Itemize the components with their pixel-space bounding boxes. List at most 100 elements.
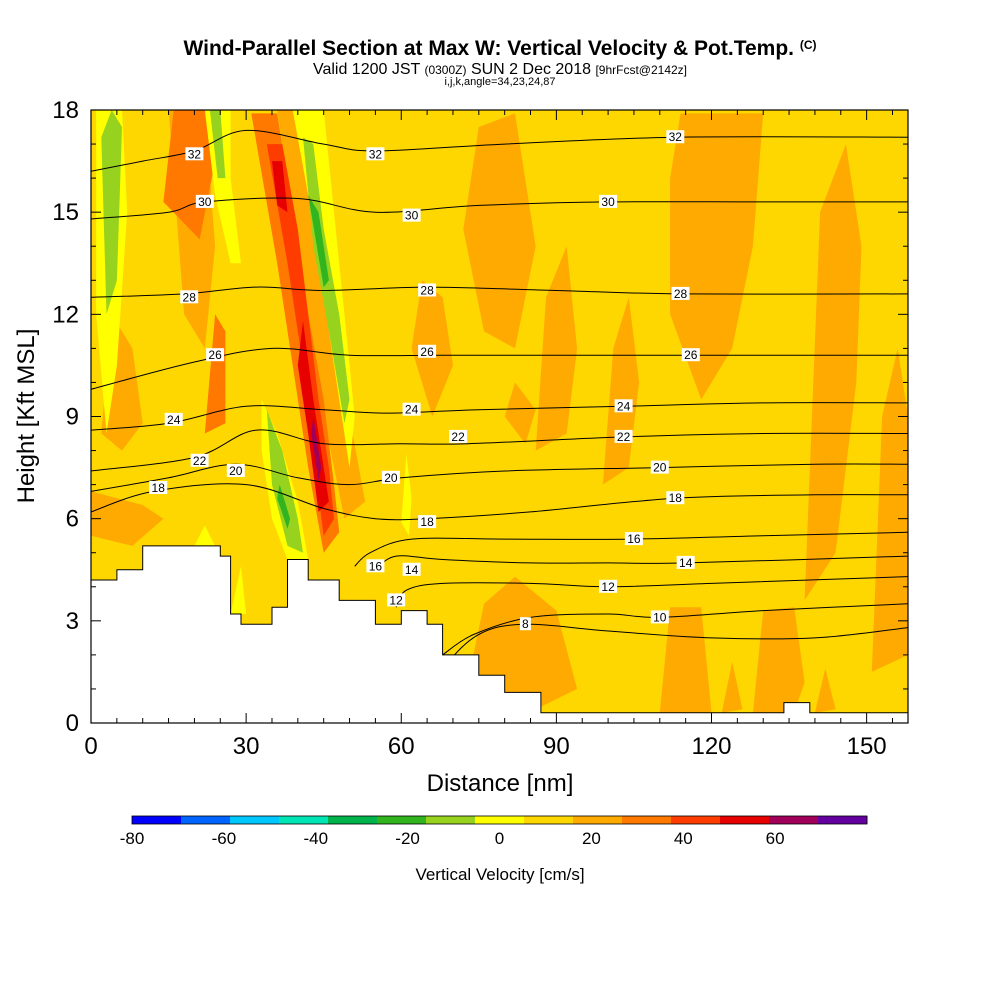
contour-label-8: 24 [617, 399, 631, 413]
w-region-28 [204, 110, 241, 264]
contour-label-24: 22 [451, 430, 465, 444]
x-tick-label-60: 60 [388, 733, 415, 760]
contour-label-13: 32 [188, 147, 202, 161]
contour-label-6: 20 [653, 461, 667, 475]
colorbar-tick--60: -60 [212, 829, 237, 848]
w-region-2 [804, 144, 862, 601]
colorbar-border [131, 815, 868, 825]
contour-label-bg-16 [402, 208, 421, 222]
contour-label-bg-26 [381, 470, 400, 484]
contour-label-30: 14 [405, 563, 419, 577]
x-tick-label-150: 150 [847, 733, 887, 760]
colorbar-swatch-10 [622, 816, 672, 824]
contour-label-bg-3 [676, 555, 695, 569]
colorbar-swatch-12 [720, 816, 770, 824]
contour-label-11: 30 [601, 195, 615, 209]
colorbar-swatch-3 [279, 816, 329, 824]
theta-contour-16 [354, 531, 908, 567]
y-tick-label-18: 18 [52, 97, 79, 124]
colorbar-tick-60: 60 [766, 829, 785, 848]
contour-label-18: 28 [420, 284, 434, 298]
y-tick-label-12: 12 [52, 301, 79, 328]
chart-subtitle: Valid 1200 JST (0300Z) SUN 2 Dec 2018 [9… [312, 61, 688, 78]
colorbar-swatch-6 [426, 816, 476, 824]
contour-label-bg-12 [666, 130, 685, 144]
contour-label-28: 18 [420, 515, 434, 529]
theta-contour-12 [395, 576, 908, 608]
axes: 0 30 60 90 120 150 0 3 6 9 12 15 18 Distance [nm] Heig… [13, 97, 908, 797]
colorbar-swatch-9 [573, 816, 623, 824]
w-region-11 [504, 382, 536, 444]
contour-label-22: 24 [405, 403, 419, 417]
x-tick-label-0: 0 [84, 733, 97, 760]
contour-label-bg-25 [226, 464, 245, 477]
y-tick-label-9: 9 [66, 404, 79, 431]
contour-label-19: 26 [208, 348, 222, 362]
contour-label-bg-0 [519, 617, 531, 631]
contour-label-bg-24 [449, 429, 468, 443]
w-region-5 [535, 246, 578, 451]
theta-contour-26 [91, 347, 908, 390]
y-axis-label: Height [Kft MSL] [13, 329, 40, 504]
contour-label-bg-21 [164, 412, 183, 426]
w-region-32 [101, 110, 122, 315]
colorbar-label: Vertical Velocity [cm/s] [415, 865, 584, 884]
theta-contour-20 [91, 463, 908, 492]
w-region-34 [266, 409, 303, 553]
colorbar-tick--40: -40 [304, 829, 329, 848]
contour-label-16: 30 [405, 209, 419, 223]
chart-title: Wind-Parallel Section at Max W: Vertical… [183, 37, 817, 60]
contour-label-bg-10 [671, 286, 690, 300]
colorbar-tick-40: 40 [674, 829, 693, 848]
terrain [91, 545, 908, 723]
contour-label-bg-19 [206, 348, 225, 362]
contour-label-23: 22 [193, 454, 207, 468]
y-tick-label-0: 0 [66, 710, 79, 737]
y-tick-label-3: 3 [66, 608, 79, 635]
contour-label-14: 32 [369, 147, 383, 161]
w-region-23 [272, 161, 288, 213]
contour-label-4: 16 [627, 532, 641, 546]
contour-label-bg-2 [599, 579, 618, 593]
contour-labels: 8 10 12 14 16 18 20 22 24 26 28 30 32 32 32 30 30 28 28 26 2… [149, 130, 700, 631]
w-region-17 [814, 668, 836, 713]
colorbar-swatch-0 [132, 816, 182, 824]
w-region-20 [204, 314, 226, 434]
colorbar-tick-0: 0 [495, 829, 504, 848]
terrain-mask [91, 545, 908, 723]
contour-label-bg-17 [180, 290, 199, 304]
w-region-16 [752, 607, 805, 713]
y-tick-label-6: 6 [66, 506, 79, 533]
contour-label-17: 28 [183, 290, 197, 304]
contour-label-bg-14 [366, 147, 385, 161]
contour-label-bg-5 [666, 491, 685, 505]
contour-label-bg-28 [418, 515, 437, 529]
contour-label-bg-18 [418, 283, 437, 297]
theta-contour-14 [375, 555, 908, 571]
colorbar-tick--20: -20 [395, 829, 420, 848]
w-region-37 [277, 484, 291, 529]
contour-label-bg-6 [650, 460, 669, 474]
contour-label-31: 12 [389, 593, 403, 607]
w-region-3 [871, 348, 908, 672]
contour-label-25: 20 [229, 464, 243, 478]
contour-label-bg-8 [614, 399, 633, 413]
colorbar-tick--80: -80 [120, 829, 145, 848]
contour-label-29: 16 [369, 559, 383, 573]
colorbar-swatch-5 [377, 816, 427, 824]
theta-contour-24 [91, 402, 908, 431]
contour-label-0: 8 [522, 617, 529, 631]
w-region-22 [297, 321, 329, 512]
contour-label-bg-13 [185, 147, 204, 161]
contour-label-10: 28 [674, 287, 688, 301]
contour-label-1: 10 [653, 610, 667, 624]
contour-label-26: 20 [384, 471, 398, 485]
theta-contour-22 [91, 429, 908, 472]
contour-label-bg-1 [650, 610, 669, 624]
contour-label-bg-9 [681, 348, 700, 362]
contour-label-27: 18 [152, 481, 166, 495]
colorbar-swatch-14 [818, 816, 868, 824]
colorbar-swatch-4 [328, 816, 378, 824]
x-tick-label-120: 120 [691, 733, 731, 760]
theta-contour-30 [91, 197, 908, 220]
